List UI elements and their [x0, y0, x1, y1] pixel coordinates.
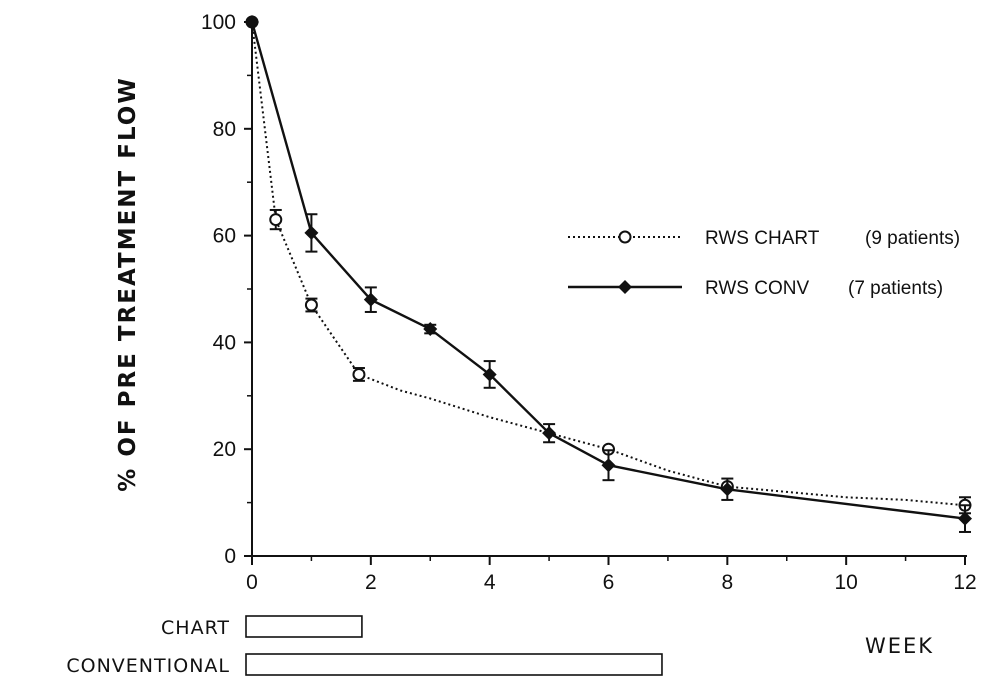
legend-note-conv: (7 patients): [848, 278, 943, 299]
x-tick-label: 8: [721, 571, 733, 594]
data-point-conv: [245, 15, 259, 29]
legend-note-chart: (9 patients): [865, 228, 960, 249]
legend: RWS CHART (9 patients) RWS CONV (7 patie…: [568, 228, 960, 299]
data-point-chart: [304, 298, 318, 312]
axes: 0 20 40 60 80 100 0 2 4 6 8 10 12: [201, 11, 977, 594]
legend-marker-chart: [618, 230, 632, 244]
y-tick-label: 80: [213, 118, 236, 141]
legend-marker-conv: [618, 280, 632, 294]
x-tick-label: 12: [953, 571, 976, 594]
x-tick-label: 2: [365, 571, 377, 594]
data-point-conv: [482, 367, 497, 382]
series-layer: [245, 15, 972, 533]
data-point-conv: [958, 511, 972, 526]
x-tick-label: 0: [246, 571, 258, 594]
duration-bar-label: CONVENTIONAL: [66, 655, 230, 677]
data-point-conv: [304, 225, 319, 240]
y-tick-label: 100: [201, 11, 236, 34]
series-line-0: [251, 21, 966, 507]
data-point-conv: [363, 292, 378, 307]
data-point-conv: [601, 458, 616, 473]
x-tick-label: 6: [603, 571, 615, 594]
data-point-conv: [720, 482, 735, 497]
y-tick-label: 0: [224, 545, 236, 568]
duration-bar-chart: [245, 615, 363, 638]
x-tick-label: 10: [834, 571, 857, 594]
legend-label-conv: RWS CONV: [705, 278, 809, 299]
x-tick-label: 4: [484, 571, 496, 594]
data-point-conv: [423, 322, 438, 337]
data-point-conv: [542, 426, 557, 441]
duration-bars: CHART CONVENTIONAL: [66, 615, 663, 677]
duration-bar-label: CHART: [161, 617, 230, 639]
y-tick-label: 20: [213, 438, 236, 461]
y-tick-label: 60: [213, 225, 236, 248]
duration-bar-conventional: [245, 653, 663, 676]
y-tick-label: 40: [213, 331, 236, 354]
legend-label-chart: RWS CHART: [705, 228, 820, 249]
y-axis-title: % OF PRE TREATMENT FLOW: [115, 76, 141, 491]
x-axis-title: WEEK: [865, 634, 934, 658]
data-point-chart: [269, 213, 283, 227]
data-point-chart: [352, 367, 366, 381]
